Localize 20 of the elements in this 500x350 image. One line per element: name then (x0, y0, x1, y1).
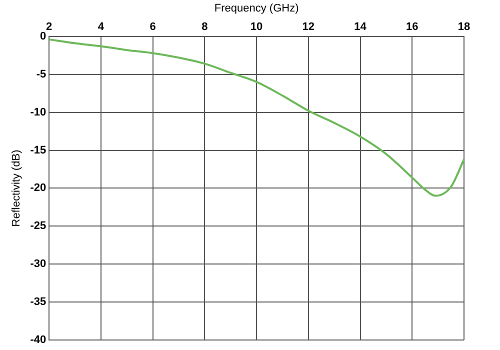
x-tick-label: 12 (302, 20, 315, 33)
y-tick-label: -5 (36, 68, 46, 80)
y-tick-label: -20 (30, 182, 46, 194)
x-tick-label: 6 (150, 20, 156, 33)
y-axis-title: Reflectivity (dB) (10, 150, 23, 227)
x-tick-label: 14 (354, 20, 368, 33)
x-axis-title: Frequency (GHz) (214, 2, 299, 15)
y-tick-label: -30 (30, 258, 46, 270)
y-tick-label: 0 (40, 30, 46, 42)
x-tick-label: 10 (250, 20, 263, 33)
x-tick-label: 18 (458, 20, 470, 33)
y-tick-label: -10 (30, 106, 46, 118)
x-tick-label: 16 (406, 20, 418, 33)
x-tick-label: 8 (202, 20, 208, 33)
y-tick-label: -35 (30, 296, 46, 308)
x-tick-label: 2 (46, 20, 52, 33)
x-tick-label: 4 (98, 20, 105, 33)
y-tick-label: -25 (30, 220, 46, 232)
y-tick-label: -40 (30, 334, 46, 346)
y-tick-label: -15 (30, 144, 46, 156)
